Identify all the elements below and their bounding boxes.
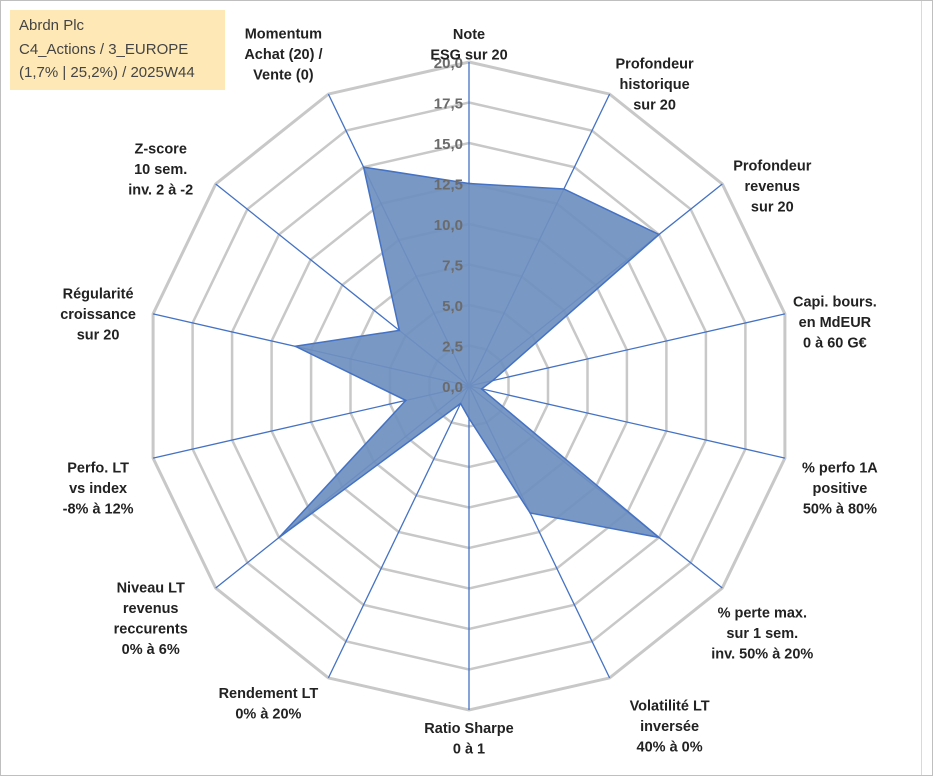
axis-label-line: Régularité (63, 287, 134, 303)
axis-label: Z-score 10 sem. inv. 2 à -2 (128, 142, 193, 199)
axis-label: Ratio Sharpe 0 à 1 (424, 721, 513, 758)
axis-spoke (468, 313, 786, 387)
axis-label-line: Vente (0) (253, 68, 314, 84)
axis-label: % perte max. sur 1 sem. inv. 50% à 20% (711, 606, 813, 663)
axis-label-line: Profondeur (733, 159, 811, 175)
scrollbar-edge (921, 1, 922, 775)
axis-label-line: sur 20 (751, 200, 794, 216)
axis-label-line: 40% à 0% (637, 740, 703, 756)
axis-spoke (468, 385, 786, 459)
data-point (294, 345, 297, 348)
data-point (468, 417, 470, 420)
data-point (480, 388, 483, 390)
axis-label-line: 50% à 80% (803, 502, 877, 518)
axis-label-line: Profondeur (616, 57, 694, 73)
axis-label: Régularité croissance sur 20 (60, 287, 136, 344)
tick-label: 0,0 (442, 379, 463, 396)
data-point (658, 536, 660, 539)
axis-label-line: positive (813, 481, 868, 497)
axis-spoke (327, 385, 470, 679)
data-point (563, 188, 565, 190)
axis-label-line: Ratio Sharpe (424, 721, 513, 737)
chart-title-box: Abrdn Plc C4_Actions / 3_EUROPE (1,7% | … (10, 10, 225, 90)
tick-label: 12,5 (434, 177, 463, 194)
axis-label-line: inv. 50% à 20% (711, 647, 813, 663)
data-point (529, 512, 531, 514)
axis-label-line: -8% à 12% (63, 502, 134, 518)
axis-label: Niveau LT revenus reccurents 0% à 6% (114, 580, 188, 658)
axis-label-line: 0 à 1 (453, 741, 485, 757)
axis-label-line: en MdEUR (799, 315, 872, 331)
axis-label: Note ESG sur 20 (430, 27, 507, 64)
data-point (468, 182, 470, 185)
axis-label-line: Niveau LT (117, 580, 185, 596)
tick-label: 15,0 (434, 136, 463, 153)
data-point (658, 233, 660, 236)
axis-label-line: Z-score (135, 142, 187, 158)
axis-label-line: reccurents (114, 621, 188, 637)
axis-label-line: % perte max. (718, 606, 807, 622)
chart-title-stats: (1,7% | 25,2%) / 2025W44 (19, 64, 195, 81)
tick-label: 10,0 (434, 217, 463, 234)
axis-label-line: Capi. bours. (793, 295, 877, 311)
axis-label: Profondeur revenus sur 20 (733, 159, 811, 216)
axis-label-line: croissance (60, 307, 136, 323)
axis-label: % perfo 1A positive 50% à 80% (802, 461, 878, 518)
tick-label: 2,5 (442, 339, 463, 356)
axis-label-line: ESG sur 20 (430, 47, 507, 63)
axis-label: Perfo. LT vs index -8% à 12% (63, 461, 134, 518)
data-point (405, 399, 407, 402)
data-point (491, 379, 494, 382)
chart-title-company: Abrdn Plc (19, 17, 85, 34)
axis-label-line: revenus (123, 601, 179, 617)
axis-label-line: Achat (20) / (244, 47, 322, 63)
axis-label: Rendement LT 0% à 20% (219, 686, 319, 723)
axis-label-line: 10 sem. (134, 162, 187, 178)
chart-title-category: C4_Actions / 3_EUROPE (19, 40, 189, 58)
data-point (362, 166, 365, 168)
axis-label-line: Perfo. LT (67, 461, 129, 477)
axis-label-line: 0% à 20% (235, 706, 301, 722)
axis-label: Profondeur historique sur 20 (616, 57, 694, 114)
data-point (459, 402, 462, 405)
tick-label: 7,5 (442, 258, 463, 275)
axis-label-line: revenus (744, 179, 800, 195)
tick-label: 20,0 (434, 55, 463, 72)
axis-label-line: Note (453, 27, 485, 43)
axis-label-line: Rendement LT (219, 686, 319, 702)
axis-label-line: 0% à 6% (122, 642, 180, 658)
axis-label-line: inv. 2 à -2 (128, 183, 193, 199)
axis-label-line: % perfo 1A (802, 461, 878, 477)
tick-label: 17,5 (434, 96, 463, 113)
axis-label-line: vs index (69, 481, 127, 497)
axis-label: Volatilité LT inversée 40% à 0% (630, 699, 710, 756)
tick-label: 5,0 (442, 298, 463, 315)
data-point (398, 329, 401, 332)
axis-label-line: inversée (640, 719, 699, 735)
axis-label-line: Volatilité LT (630, 699, 710, 715)
axis-label: Capi. bours. en MdEUR 0 à 60 G€ (793, 295, 877, 352)
axis-label-line: sur 20 (77, 328, 120, 344)
axis-label-line: 0 à 60 G€ (803, 336, 867, 352)
axis-label-line: sur 1 sem. (726, 626, 798, 642)
axis-label-line: historique (620, 77, 690, 93)
axis-label: Momentum Achat (20) / Vente (0) (244, 27, 322, 84)
data-point (278, 536, 280, 539)
axis-label-line: Momentum (245, 27, 322, 43)
axis-label-line: sur 20 (633, 98, 676, 114)
